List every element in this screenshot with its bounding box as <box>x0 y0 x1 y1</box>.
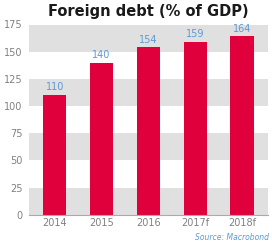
Bar <box>43 95 66 215</box>
Text: Source: Macrobond: Source: Macrobond <box>195 233 269 242</box>
Title: Foreign debt (% of GDP): Foreign debt (% of GDP) <box>48 4 249 19</box>
Text: 110: 110 <box>46 82 64 92</box>
Text: 140: 140 <box>92 50 111 60</box>
Bar <box>29 188 268 215</box>
Text: 154: 154 <box>139 35 158 45</box>
Text: 159: 159 <box>186 29 205 39</box>
Bar <box>29 79 268 106</box>
Bar <box>29 133 268 161</box>
Bar <box>29 24 268 52</box>
Bar <box>137 47 160 215</box>
Bar <box>90 62 113 215</box>
Bar <box>230 36 254 215</box>
Bar <box>184 42 207 215</box>
Text: 164: 164 <box>233 24 251 34</box>
